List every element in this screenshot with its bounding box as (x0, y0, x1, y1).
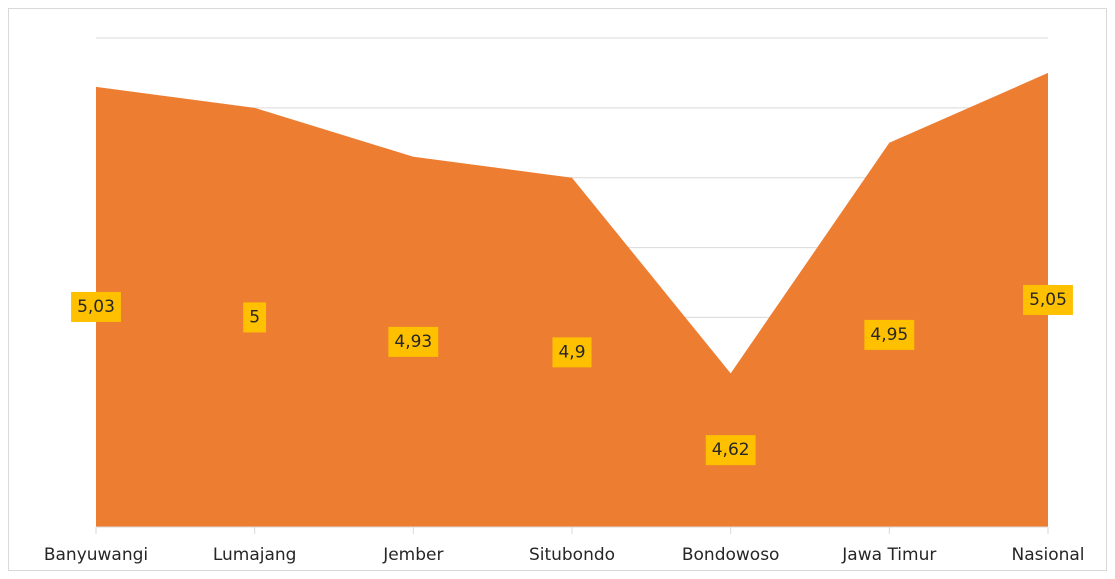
data-label: 4,95 (864, 319, 915, 350)
data-label-text: 5,03 (77, 297, 115, 317)
data-label-box (864, 319, 915, 350)
data-label-box (552, 337, 592, 368)
data-label-text: 5 (249, 307, 260, 327)
data-label-box (243, 302, 267, 333)
x-tick-label: Jawa Timur (841, 545, 936, 565)
data-label: 4,93 (388, 326, 439, 357)
x-tick-label: Banyuwangi (44, 545, 148, 565)
data-label: 5 (243, 302, 267, 333)
data-label-box (71, 291, 121, 322)
data-label: 4,62 (705, 435, 756, 466)
data-label-box (1023, 284, 1073, 315)
x-tick-label: Bondowoso (682, 545, 780, 565)
x-tick-label: Situbondo (529, 545, 615, 565)
x-tick-label: Jember (382, 545, 443, 565)
data-label: 4,9 (552, 337, 592, 368)
data-label: 5,05 (1023, 284, 1073, 315)
data-label-box (705, 435, 756, 466)
data-label-box (388, 326, 439, 357)
data-label: 5,03 (71, 291, 121, 322)
data-label-text: 5,05 (1029, 290, 1067, 310)
data-label-text: 4,9 (558, 342, 585, 362)
x-tick-label: Lumajang (213, 545, 297, 565)
area (96, 72, 1048, 527)
data-label-text: 4,95 (870, 325, 908, 345)
x-tick-label: Nasional (1011, 545, 1084, 565)
data-label-text: 4,62 (712, 440, 750, 460)
data-label-text: 4,93 (394, 332, 432, 352)
